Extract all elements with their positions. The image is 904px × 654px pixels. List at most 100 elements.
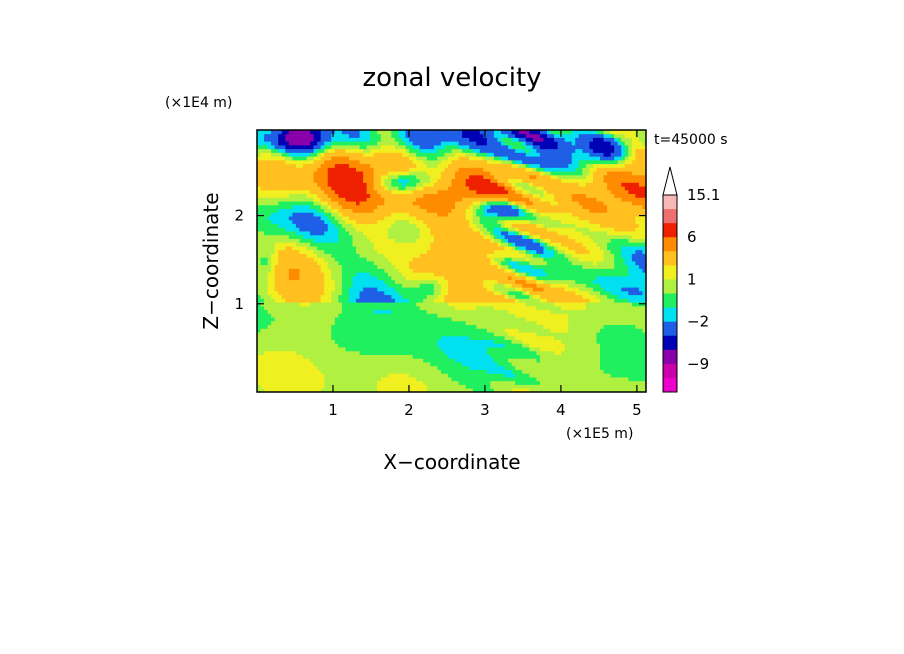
field-cell <box>511 350 516 355</box>
field-cell <box>331 249 336 254</box>
field-cell <box>327 231 332 236</box>
field-cell <box>391 377 396 382</box>
field-cell <box>313 272 318 277</box>
field-cell <box>614 253 619 258</box>
field-cell <box>288 354 293 359</box>
field-cell <box>281 305 286 311</box>
field-cell <box>437 249 442 254</box>
field-cell <box>380 388 385 392</box>
field-cell <box>416 264 421 269</box>
field-cell <box>600 365 604 370</box>
field-cell <box>391 335 396 340</box>
field-cell <box>345 298 350 303</box>
field-cell <box>377 257 382 262</box>
field-cell <box>412 377 417 382</box>
field-cell <box>405 279 410 284</box>
field-cell <box>348 332 353 337</box>
field-cell <box>292 377 297 382</box>
field-cell <box>539 302 544 307</box>
field-cell <box>341 268 346 273</box>
field-cell <box>401 249 406 254</box>
field-cell <box>628 350 633 355</box>
field-cell <box>387 219 392 224</box>
field-cell <box>398 272 403 277</box>
field-cell <box>536 373 541 378</box>
field-cell <box>610 377 615 382</box>
field-cell <box>341 324 346 329</box>
field-cell <box>345 261 350 266</box>
field-cell <box>561 283 566 288</box>
field-cell <box>423 305 428 311</box>
field-cell <box>391 380 396 385</box>
field-cell <box>631 373 636 378</box>
field-cell <box>437 253 442 258</box>
field-cell <box>278 347 283 352</box>
field-cell <box>433 234 438 239</box>
field-cell <box>409 335 413 340</box>
field-cell <box>529 234 534 239</box>
field-cell <box>614 362 619 367</box>
field-cell <box>564 388 569 392</box>
field-cell <box>578 246 583 251</box>
field-cell <box>497 328 502 333</box>
field-cell <box>568 339 573 344</box>
field-cell <box>486 294 491 299</box>
field-cell <box>451 324 456 329</box>
field-cell <box>398 324 403 329</box>
field-cell <box>334 231 339 236</box>
field-cell <box>614 234 619 239</box>
field-cell <box>267 223 272 228</box>
field-cell <box>575 313 580 318</box>
field-cell <box>472 246 477 251</box>
field-cell <box>578 332 583 337</box>
field-cell <box>401 305 406 311</box>
field-cell <box>469 298 474 303</box>
field-cell <box>292 384 297 389</box>
field-cell <box>419 298 424 303</box>
field-cell <box>345 257 350 262</box>
field-cell <box>631 335 636 340</box>
field-cell <box>352 238 357 243</box>
field-cell <box>610 253 615 258</box>
field-cell <box>288 324 293 329</box>
field-cell <box>285 234 290 239</box>
field-cell <box>455 238 459 243</box>
field-cell <box>532 257 537 262</box>
field-cell <box>387 358 392 363</box>
field-cell <box>582 272 587 277</box>
field-cell <box>617 328 622 333</box>
field-cell <box>522 313 527 318</box>
field-cell <box>589 320 594 326</box>
field-cell <box>310 328 314 333</box>
field-cell <box>518 242 523 247</box>
field-cell <box>398 223 403 228</box>
field-cell <box>394 246 399 251</box>
field-cell <box>525 320 530 326</box>
field-cell <box>264 302 269 307</box>
field-cell <box>271 298 276 303</box>
field-cell <box>359 343 364 348</box>
field-cell <box>419 384 424 389</box>
field-cell <box>476 298 481 303</box>
field-cell <box>515 358 520 363</box>
field-cell <box>271 223 276 228</box>
field-cell <box>472 268 477 273</box>
field-cell <box>356 302 360 307</box>
field-cell <box>465 257 470 262</box>
field-cell <box>568 294 573 299</box>
field-cell <box>536 380 541 385</box>
field-cell <box>398 339 403 344</box>
field-cell <box>476 238 481 243</box>
field-cell <box>564 358 569 363</box>
field-cell <box>366 377 371 382</box>
field-cell <box>539 264 544 269</box>
field-cell <box>592 350 597 355</box>
field-cell <box>317 362 322 367</box>
field-cell <box>423 354 428 359</box>
field-cell <box>366 227 371 232</box>
field-cell <box>324 339 329 344</box>
field-cell <box>493 231 498 236</box>
field-cell <box>561 377 566 382</box>
field-cell <box>508 380 513 385</box>
field-cell <box>306 380 311 385</box>
